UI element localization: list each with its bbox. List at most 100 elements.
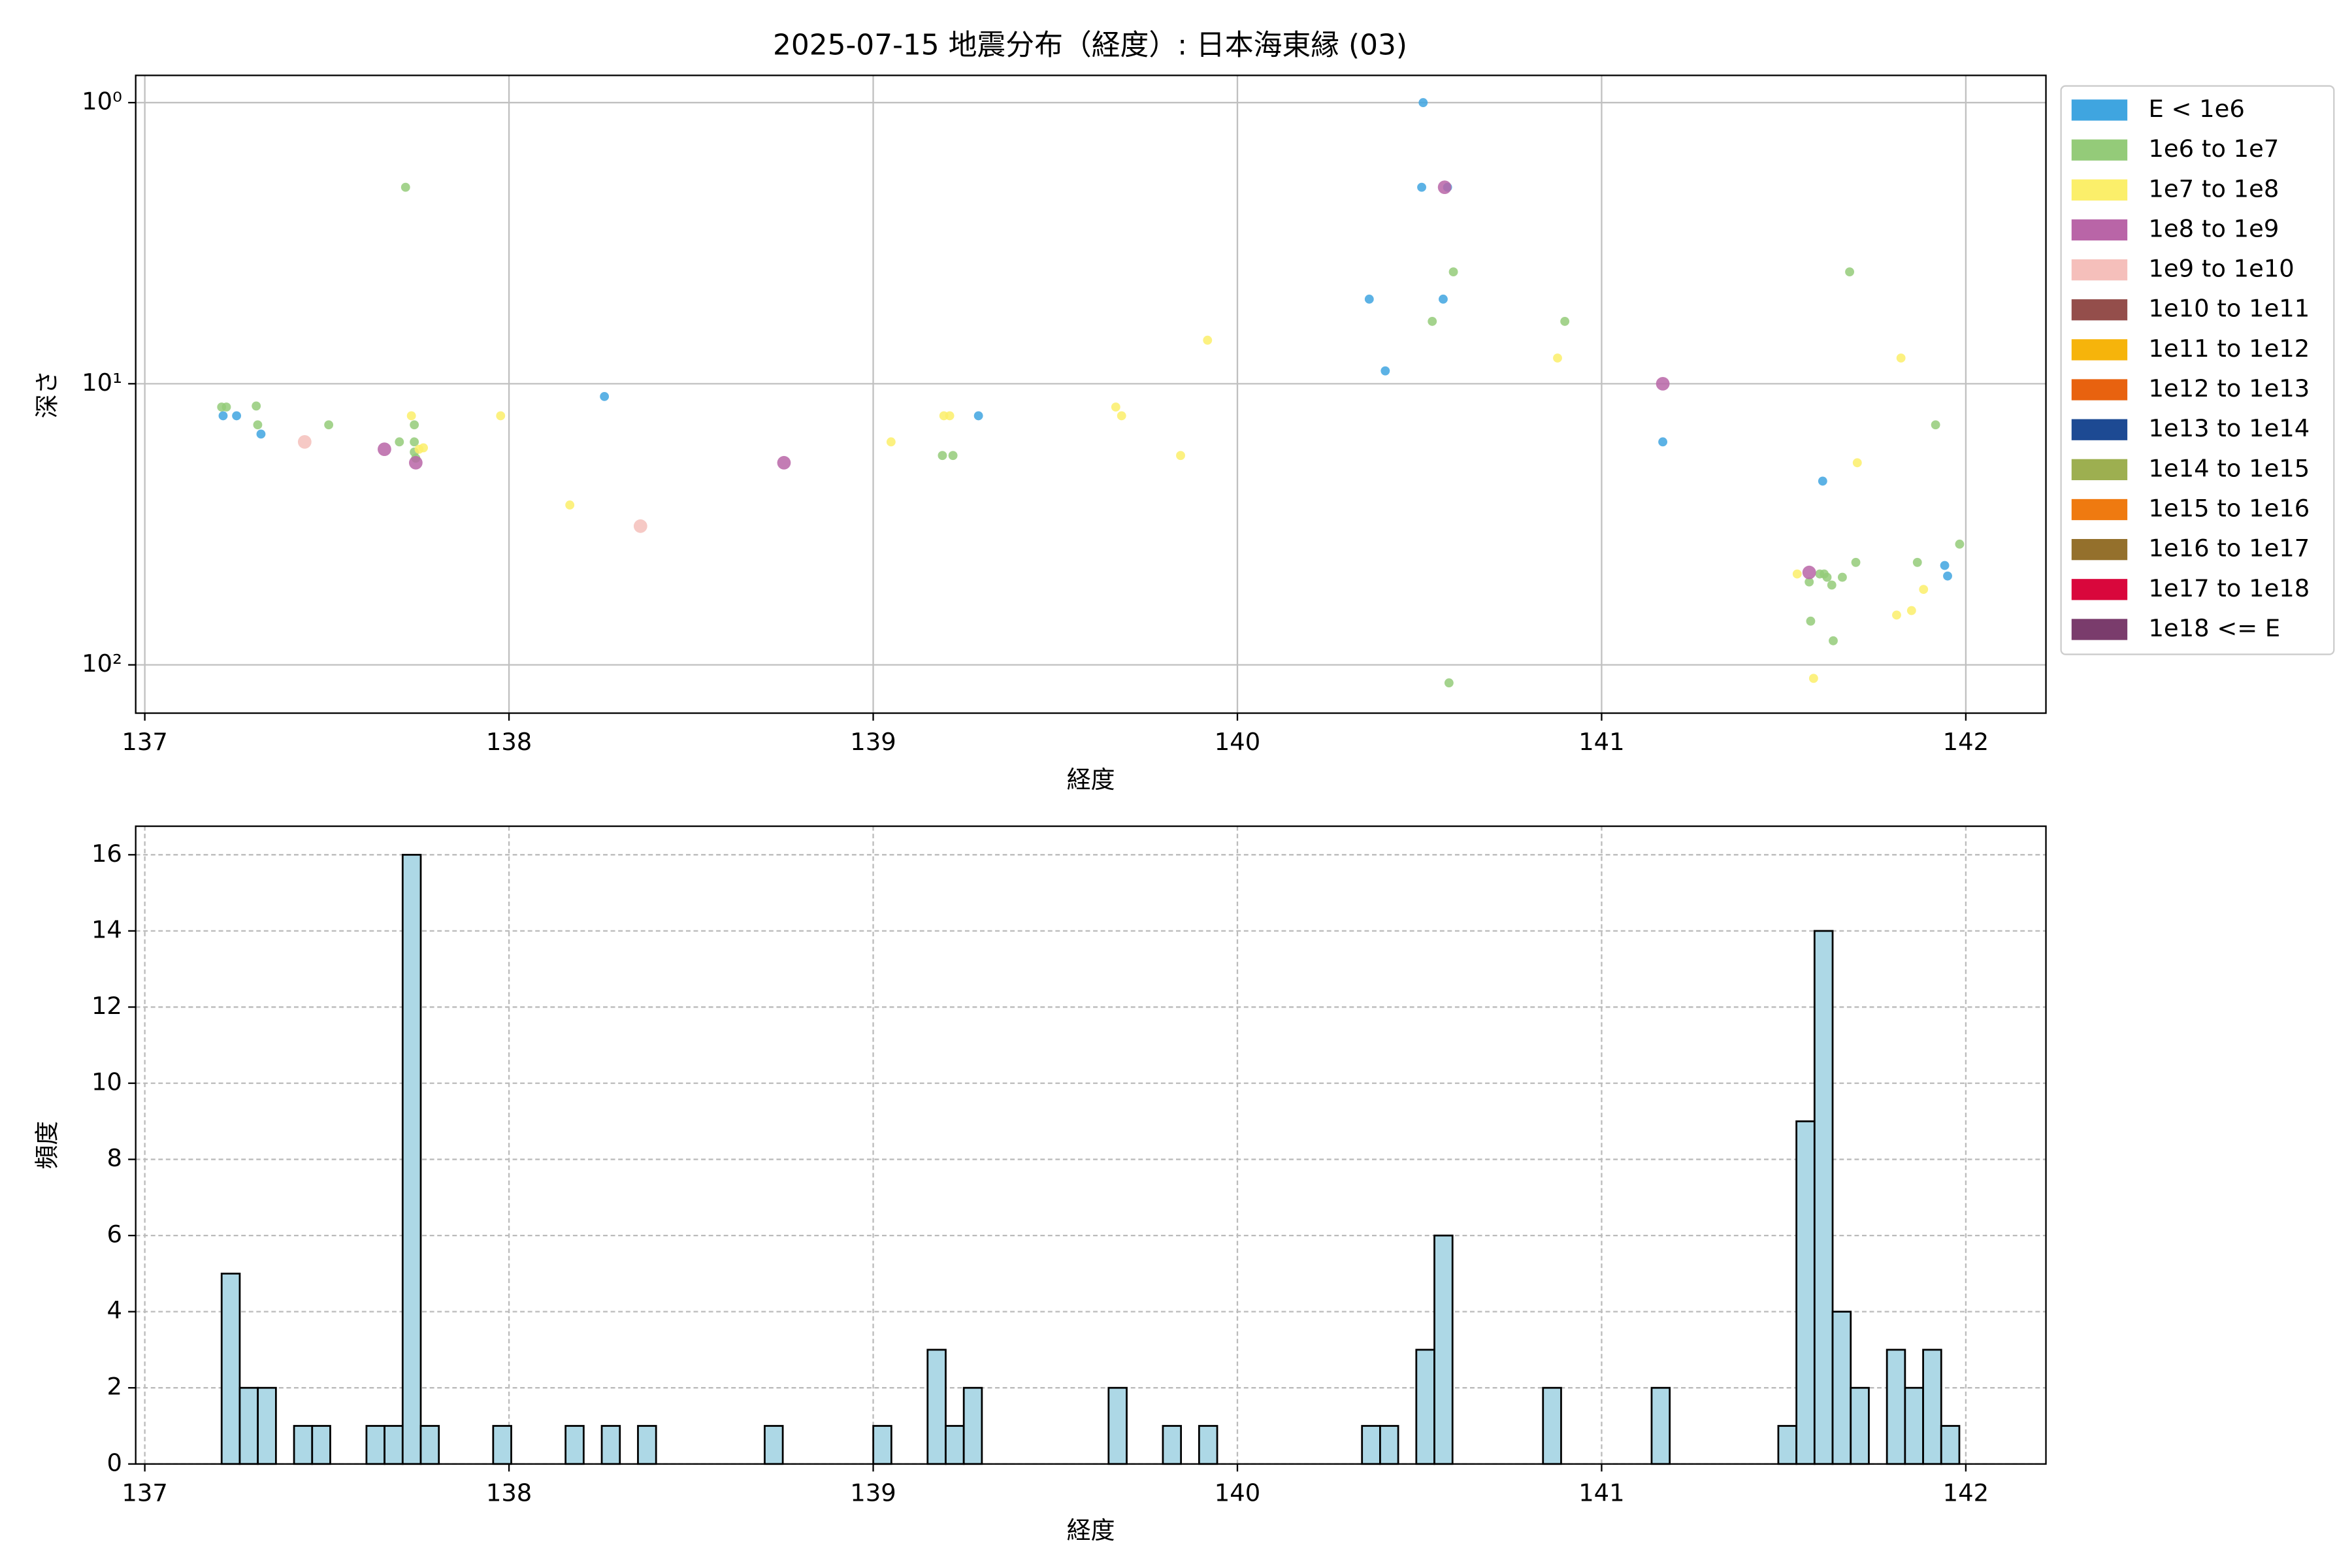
point	[1380, 366, 1390, 376]
point	[565, 500, 575, 510]
legend-swatch	[2071, 579, 2128, 600]
legend-label: 1e18 <= E	[2148, 614, 2280, 642]
bar	[1831, 1311, 1852, 1465]
point	[1437, 180, 1452, 194]
bar	[564, 1425, 585, 1465]
bar	[1198, 1425, 1218, 1465]
bar	[600, 1425, 621, 1465]
point	[1820, 569, 1829, 579]
x-axis-label: 経度	[1067, 1516, 1115, 1544]
y-tick-label: 10	[91, 1068, 122, 1096]
point	[253, 420, 263, 430]
point	[1560, 316, 1570, 326]
bar	[311, 1425, 331, 1465]
bar	[401, 853, 422, 1465]
bar	[220, 1272, 241, 1465]
legend-label: 1e8 to 1e9	[2148, 214, 2279, 242]
point	[633, 519, 647, 533]
axes-frame	[135, 825, 2047, 1465]
point	[1919, 585, 1929, 595]
legend-swatch	[2071, 498, 2128, 521]
y-tick-label: 10²	[82, 649, 122, 678]
y-tick-label: 4	[106, 1296, 122, 1324]
legend-swatch	[2071, 179, 2128, 201]
y-tick-label: 8	[106, 1144, 122, 1172]
legend-label: 1e13 to 1e14	[2148, 414, 2310, 442]
point	[1827, 580, 1837, 590]
bar	[1850, 1386, 1870, 1465]
chart-title: 2025-07-15 地震分布（経度）: 日本海東縁 (03)	[773, 29, 1407, 62]
bar	[1922, 1348, 1942, 1465]
legend-swatch	[2071, 99, 2128, 121]
point	[324, 420, 334, 430]
bar	[492, 1425, 512, 1465]
point	[1837, 572, 1847, 582]
point	[410, 420, 419, 430]
legend-label: 1e10 to 1e11	[2148, 295, 2310, 323]
legend-swatch	[2071, 339, 2128, 361]
point	[395, 437, 404, 447]
bar	[1940, 1425, 1961, 1465]
legend-box	[2060, 85, 2335, 655]
legend-label: 1e11 to 1e12	[2148, 335, 2310, 363]
legend-swatch	[2071, 539, 2128, 561]
y-tick-label: 14	[91, 915, 122, 943]
bar	[384, 1425, 404, 1465]
point	[777, 455, 791, 470]
point	[496, 411, 506, 421]
point	[1829, 636, 1838, 645]
point	[1892, 610, 1901, 620]
point	[1364, 294, 1374, 304]
x-tick-label: 137	[122, 1478, 167, 1507]
point	[973, 411, 983, 421]
point	[1955, 539, 1965, 549]
bar	[1379, 1425, 1399, 1465]
point	[408, 455, 423, 470]
point	[256, 429, 266, 439]
bar	[238, 1386, 259, 1465]
y-axis-label: 深さ	[33, 370, 61, 419]
y-axis-label: 頻度	[33, 1121, 61, 1169]
point	[1656, 376, 1670, 391]
bar	[1650, 1386, 1671, 1465]
x-tick-label: 142	[1943, 1478, 1989, 1507]
bar	[945, 1425, 965, 1465]
point	[948, 451, 958, 461]
legend-label: E < 1e6	[2148, 95, 2244, 123]
legend-swatch	[2071, 379, 2128, 400]
legend-swatch	[2071, 419, 2128, 440]
point	[1802, 565, 1816, 580]
legend-label: 1e7 to 1e8	[2148, 174, 2279, 203]
point	[1428, 316, 1437, 326]
y-tick-label: 12	[91, 992, 122, 1020]
legend-label: 1e6 to 1e7	[2148, 135, 2279, 163]
point	[406, 411, 416, 421]
point	[1553, 353, 1562, 363]
point	[1845, 267, 1854, 277]
point	[400, 182, 410, 192]
point	[1806, 616, 1816, 626]
x-tick-label: 137	[122, 728, 167, 756]
legend-label: 1e16 to 1e17	[2148, 534, 2310, 563]
point	[1896, 353, 1906, 363]
point	[886, 437, 896, 447]
point	[1940, 561, 1950, 570]
y-tick-label: 10⁰	[82, 88, 122, 116]
point	[410, 437, 419, 447]
legend-swatch	[2071, 259, 2128, 281]
y-tick-label: 0	[106, 1448, 122, 1477]
legend-swatch	[2071, 459, 2128, 480]
x-tick-label: 138	[486, 728, 532, 756]
point	[1906, 606, 1916, 615]
bar	[1886, 1348, 1906, 1465]
point	[1111, 402, 1120, 412]
bar	[1162, 1425, 1183, 1465]
bar	[1777, 1425, 1798, 1465]
y-tick-label: 2	[106, 1373, 122, 1401]
x-tick-label: 140	[1215, 1478, 1260, 1507]
bar	[1433, 1234, 1454, 1465]
y-tick-label: 6	[106, 1220, 122, 1249]
